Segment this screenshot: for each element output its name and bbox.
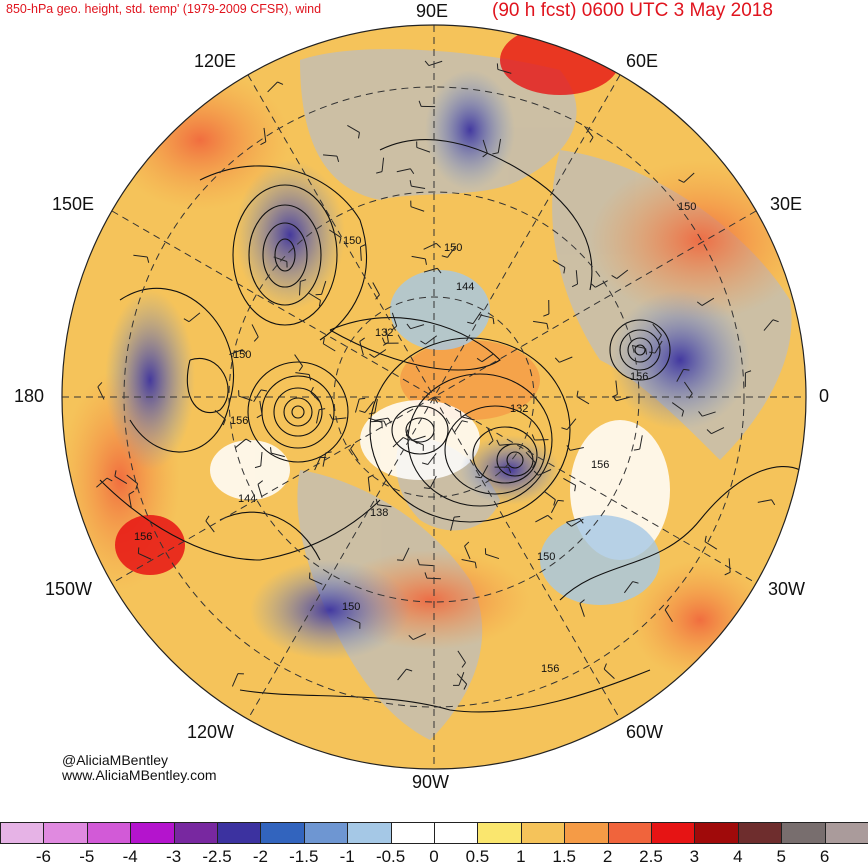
colorbar-cell bbox=[521, 822, 565, 844]
colorbar-cell bbox=[217, 822, 261, 844]
colorbar-tick-label: 0 bbox=[429, 847, 438, 867]
colorbar-cell bbox=[738, 822, 782, 844]
lon-label-30e: 30E bbox=[770, 194, 802, 215]
wind-barb-flag bbox=[359, 398, 365, 399]
contour-label: 156 bbox=[591, 459, 609, 471]
colorbar-cell bbox=[477, 822, 521, 844]
contour-label: 150 bbox=[537, 551, 555, 563]
contour-label: 138 bbox=[370, 507, 388, 519]
colorbar-tick-label: -2 bbox=[253, 847, 268, 867]
colorbar-tick-label: 2 bbox=[603, 847, 612, 867]
colorbar-cell bbox=[130, 822, 174, 844]
lon-label-0: 0 bbox=[819, 386, 829, 407]
colorbar-cell bbox=[87, 822, 131, 844]
colorbar-cell bbox=[564, 822, 608, 844]
colorbar-cell bbox=[694, 822, 738, 844]
contour-label: 156 bbox=[134, 531, 152, 543]
lon-label-180: 180 bbox=[14, 386, 44, 407]
lon-label-120w: 120W bbox=[187, 722, 234, 743]
colorbar-tick-label: 6 bbox=[820, 847, 829, 867]
credit-website: www.AliciaMBentley.com bbox=[62, 767, 217, 783]
lon-label-60e: 60E bbox=[626, 51, 658, 72]
colorbar-cell bbox=[391, 822, 435, 844]
colorbar-tick-label: -1 bbox=[340, 847, 355, 867]
credit-handle: @AliciaMBentley bbox=[62, 752, 168, 768]
colorbar-tick-label: 0.5 bbox=[466, 847, 490, 867]
colorbar-cell bbox=[651, 822, 695, 844]
contour-label: 144 bbox=[456, 281, 474, 293]
colorbar-tick-label: -5 bbox=[79, 847, 94, 867]
colorbar-cell bbox=[347, 822, 391, 844]
wind-barb-flag bbox=[424, 488, 430, 489]
colorbar-tick-label: 3 bbox=[690, 847, 699, 867]
wind-barb-flag bbox=[271, 447, 272, 453]
lon-label-30w: 30W bbox=[768, 579, 805, 600]
lon-label-60w: 60W bbox=[626, 722, 663, 743]
colorbar-tick-label: 2.5 bbox=[639, 847, 663, 867]
contour-label: 150 bbox=[444, 242, 462, 254]
colorbar-cell bbox=[304, 822, 348, 844]
colorbar-tick-label: -3 bbox=[166, 847, 181, 867]
colorbar-tick-label: 5 bbox=[776, 847, 785, 867]
temperature-anomaly-colorbar bbox=[0, 822, 868, 844]
lon-label-90e: 90E bbox=[416, 1, 448, 22]
lon-label-150w: 150W bbox=[45, 579, 92, 600]
map-disk: 150 150 144 132 150 156 132 156 144 138 … bbox=[60, 25, 810, 775]
contour-label: 132 bbox=[375, 327, 393, 339]
polar-map: 150 150 144 132 150 156 132 156 144 138 … bbox=[0, 0, 868, 820]
colorbar-tick-label: -1.5 bbox=[289, 847, 318, 867]
colorbar-tick-label: -4 bbox=[123, 847, 138, 867]
contour-label: 156 bbox=[630, 371, 648, 383]
colorbar-cell bbox=[43, 822, 87, 844]
colorbar-tick-label: 4 bbox=[733, 847, 742, 867]
lon-label-90w: 90W bbox=[412, 772, 449, 793]
colorbar-cell bbox=[0, 822, 44, 844]
lon-label-120e: 120E bbox=[194, 51, 236, 72]
colorbar-cell bbox=[608, 822, 652, 844]
contour-label: 150 bbox=[342, 601, 360, 613]
contour-label: 132 bbox=[510, 403, 528, 415]
wind-barb-flag bbox=[558, 500, 564, 501]
colorbar-tick-label: -6 bbox=[36, 847, 51, 867]
colorbar-tick-label: -2.5 bbox=[202, 847, 231, 867]
colorbar-cell bbox=[825, 822, 868, 844]
contour-label: 156 bbox=[230, 415, 248, 427]
contour-label: 156 bbox=[541, 663, 559, 675]
colorbar-tick-label: -0.5 bbox=[376, 847, 405, 867]
colorbar-cell bbox=[174, 822, 218, 844]
colorbar-cell bbox=[781, 822, 825, 844]
colorbar-tick-label: 1 bbox=[516, 847, 525, 867]
colorbar-cell bbox=[434, 822, 478, 844]
wind-barb-flag bbox=[454, 517, 460, 518]
colorbar-cell bbox=[260, 822, 304, 844]
contour-label: 150 bbox=[233, 349, 251, 361]
lon-label-150e: 150E bbox=[52, 194, 94, 215]
contour-label: 150 bbox=[678, 201, 696, 213]
colorbar-tick-label: 1.5 bbox=[552, 847, 576, 867]
